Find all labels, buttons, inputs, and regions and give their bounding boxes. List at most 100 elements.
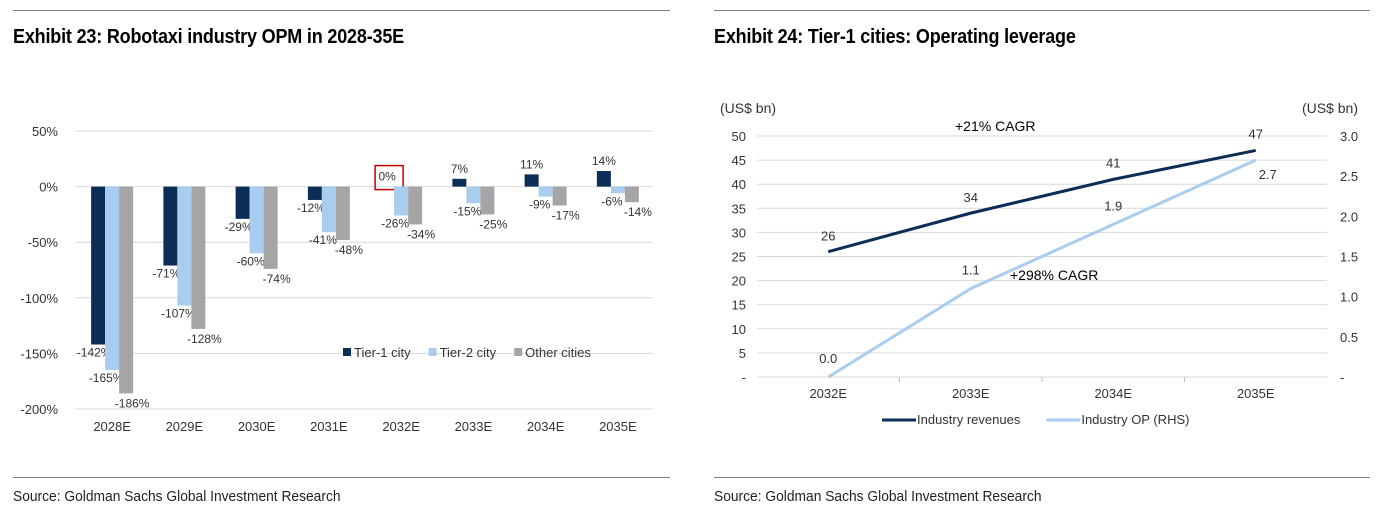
data-label: -34% — [407, 227, 435, 241]
x-tick-label: 2030E — [238, 419, 276, 434]
data-label: 34 — [964, 190, 978, 205]
data-label: 11% — [520, 157, 543, 171]
annotation-op-cagr: +298% CAGR — [1010, 267, 1098, 283]
data-label: -12% — [297, 201, 325, 215]
data-label: 26 — [821, 229, 835, 244]
data-label: 1.9 — [1104, 198, 1122, 213]
y-tick-label: -50% — [28, 235, 59, 250]
data-label: -165% — [89, 371, 124, 385]
y-left-tick-label: 50 — [732, 129, 746, 144]
left-axis-unit: (US$ bn) — [720, 100, 776, 116]
data-label: -128% — [187, 332, 222, 346]
bar — [552, 186, 567, 206]
y-left-tick-label: 10 — [732, 322, 746, 337]
y-right-tick-label: 3.0 — [1340, 129, 1358, 144]
legend-label: Industry revenues — [917, 412, 1021, 427]
bar — [105, 186, 120, 371]
data-label: -60% — [237, 254, 265, 268]
x-tick-label: 2032E — [809, 386, 847, 401]
x-tick-label: 2033E — [952, 386, 990, 401]
data-label: -17% — [552, 209, 580, 223]
y-right-tick-label: - — [1340, 370, 1344, 385]
data-label: 14% — [592, 154, 616, 168]
legend-swatch — [428, 348, 437, 356]
highlight-box — [374, 164, 404, 191]
x-tick-label: 2035E — [599, 419, 637, 434]
data-label: -107% — [161, 307, 196, 321]
bar — [177, 186, 192, 306]
data-label: -74% — [263, 272, 291, 286]
exhibit-24-panel: Exhibit 24: Tier-1 cities: Operating lev… — [700, 0, 1392, 522]
bar — [321, 186, 336, 233]
opm-bar-chart: 50% 0% -50% -100% -150% -200% 2028E -142% -165% -… — [20, 124, 653, 434]
bottom-rule — [13, 477, 670, 478]
y-left-tick-label: 20 — [732, 274, 746, 289]
series-line-industry-op — [827, 158, 1257, 379]
bar — [263, 186, 278, 269]
data-label: -186% — [115, 396, 150, 410]
y-right-tick-label: 1.5 — [1340, 250, 1358, 265]
top-rule — [13, 10, 670, 11]
y-right-tick-label: 2.0 — [1340, 209, 1358, 224]
x-tick-label: 2029E — [166, 419, 204, 434]
bar — [624, 186, 639, 203]
bottom-rule — [714, 477, 1370, 478]
x-tick-label: 2034E — [527, 419, 565, 434]
y-right-tick-label: 1.0 — [1340, 290, 1358, 305]
y-left-tick-label: 25 — [732, 250, 746, 265]
y-right-tick-label: 0.5 — [1340, 330, 1358, 345]
y-left-tick-label: 30 — [732, 225, 746, 240]
y-tick-label: -150% — [20, 346, 58, 361]
data-label: 2.7 — [1259, 167, 1277, 182]
legend-swatch — [514, 348, 523, 356]
bar — [596, 171, 611, 187]
data-label: -26% — [381, 217, 409, 231]
bar — [307, 186, 322, 200]
top-rule — [714, 10, 1370, 11]
y-tick-label: -100% — [20, 291, 58, 306]
data-label: -71% — [152, 267, 180, 281]
bar — [335, 186, 350, 240]
operating-leverage-line-chart: (US$ bn) (US$ bn) 50 45 40 35 30 25 20 15 10 5 - 3.0 2… — [720, 100, 1358, 427]
bar — [408, 186, 423, 225]
bar — [466, 186, 481, 204]
legend-label: Industry OP (RHS) — [1081, 412, 1189, 427]
y-left-tick-label: 35 — [732, 201, 746, 216]
data-label: 1.1 — [962, 263, 980, 278]
series-line-industry-revenues — [827, 148, 1257, 254]
bar — [538, 186, 553, 197]
x-tick-label: 2028E — [93, 419, 131, 434]
chart-title: Exhibit 24: Tier-1 cities: Operating lev… — [714, 26, 1076, 48]
legend-label: Tier-1 city — [354, 345, 411, 360]
y-left-tick-label: 5 — [739, 346, 746, 361]
annotation-revenue-cagr: +21% CAGR — [955, 118, 1036, 134]
y-tick-label: 0% — [39, 180, 58, 195]
exhibit-23-panel: Exhibit 23: Robotaxi industry OPM in 202… — [0, 0, 690, 522]
bar — [235, 186, 250, 219]
data-label: 0.0 — [819, 351, 837, 366]
right-axis-unit: (US$ bn) — [1302, 100, 1358, 116]
legend-label: Tier-2 city — [440, 345, 497, 360]
data-label: -29% — [225, 220, 253, 234]
x-tick-label: 2035E — [1237, 386, 1275, 401]
y-left-tick-label: 15 — [732, 298, 746, 313]
source-note: Source: Goldman Sachs Global Investment … — [714, 488, 1042, 505]
data-label: -14% — [624, 205, 652, 219]
data-label: 7% — [451, 162, 469, 176]
bar — [524, 174, 539, 187]
bar — [119, 186, 134, 394]
bar — [91, 186, 106, 345]
source-note: Source: Goldman Sachs Global Investment … — [13, 488, 341, 505]
x-tick-label: 2031E — [310, 419, 348, 434]
y-tick-label: -200% — [20, 402, 58, 417]
y-left-tick-label: 45 — [732, 153, 746, 168]
chart-title: Exhibit 23: Robotaxi industry OPM in 202… — [13, 26, 405, 48]
x-tick-label: 2034E — [1094, 386, 1132, 401]
data-label: 41 — [1106, 155, 1120, 170]
data-label: -9% — [529, 198, 551, 212]
bar — [610, 186, 625, 194]
bar — [394, 186, 409, 216]
x-tick-label: 2032E — [382, 419, 420, 434]
y-left-tick-label: - — [742, 370, 746, 385]
data-label: -15% — [453, 204, 481, 218]
